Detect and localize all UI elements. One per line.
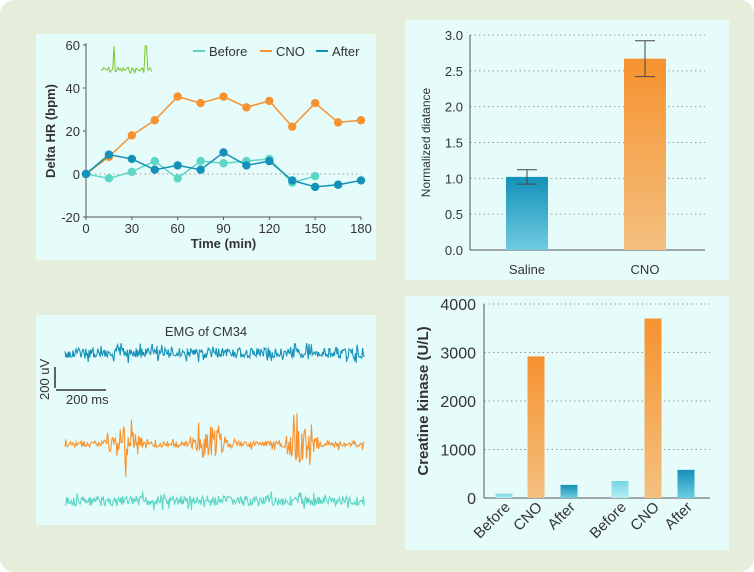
x-tick-label: 150: [304, 221, 326, 236]
y-tick-label: 20: [66, 124, 80, 139]
data-point-after: [150, 165, 159, 174]
ecg-inset-trace: [100, 45, 153, 75]
data-point-cno: [242, 103, 251, 112]
y-tick-label: 1000: [440, 443, 476, 460]
y-tick-label: 4000: [440, 297, 476, 314]
data-point-cno: [196, 98, 205, 108]
y-tick-label: 1.5: [445, 136, 463, 151]
panel-distance: [405, 20, 729, 280]
y-tick-label: 2.5: [445, 64, 463, 79]
emg-trace-after: [64, 342, 365, 364]
data-point-after: [265, 156, 274, 166]
y-tick-label: 0.5: [445, 207, 463, 222]
x-axis-label: Time (min): [191, 236, 257, 251]
data-point-cno: [265, 96, 274, 106]
data-point-after: [219, 148, 228, 157]
y-axis-label: Delta HR (bpm): [43, 84, 58, 178]
bar-before: [611, 481, 629, 498]
data-point-before: [173, 174, 182, 183]
y-axis-label: Normalized diatance: [419, 87, 433, 197]
y-tick-label: 0.0: [445, 243, 463, 258]
data-point-before: [196, 156, 205, 166]
data-point-before: [219, 159, 228, 168]
x-tick-label: 90: [216, 221, 230, 236]
data-point-after: [288, 176, 297, 185]
bar-cno: [527, 356, 545, 498]
x-tick-label: CNO: [631, 262, 660, 277]
y-tick-label: 0: [73, 167, 80, 182]
data-point-cno: [219, 92, 228, 101]
bar-before: [495, 493, 513, 498]
data-point-after: [242, 161, 251, 170]
panel-heart-rate: [36, 34, 376, 260]
panel-creatine-kinase: [405, 296, 729, 550]
bar-cno: [624, 58, 666, 251]
data-point-after: [104, 150, 114, 159]
data-point-cno: [333, 118, 343, 127]
x-tick-label: 180: [350, 221, 372, 236]
legend-label: CNO: [276, 44, 305, 59]
y-tick-label: 2.0: [445, 100, 463, 115]
data-point-after: [196, 165, 205, 174]
x-tick-label: 120: [258, 221, 280, 236]
data-point-before: [150, 156, 159, 166]
scalebar-y-label: 200 uV: [37, 358, 52, 400]
legend-label: Before: [209, 44, 247, 59]
bar-after: [560, 484, 578, 498]
data-point-after: [333, 180, 343, 189]
data-point-cno: [288, 122, 297, 131]
x-tick-label: Saline: [509, 262, 545, 277]
data-point-after: [127, 154, 137, 164]
y-tick-label: 40: [66, 81, 80, 96]
bar-saline: [506, 176, 548, 250]
data-point-before: [104, 174, 114, 183]
legend-label: After: [332, 44, 360, 59]
y-tick-label: 3.0: [445, 28, 463, 43]
y-tick-label: 3000: [440, 346, 476, 363]
y-tick-label: -20: [61, 210, 80, 225]
y-tick-label: 60: [66, 38, 80, 53]
y-tick-label: 0: [467, 491, 476, 508]
y-tick-label: 2000: [440, 394, 476, 411]
bar-after: [677, 469, 695, 498]
chart-title: EMG of CM34: [165, 324, 247, 339]
y-axis-label: Creatine kinase (U/L): [415, 326, 432, 475]
scalebar-x-label: 200 ms: [66, 392, 109, 407]
bar-cno: [644, 318, 662, 498]
x-tick-label: 60: [170, 221, 184, 236]
distance-chart: 0.0 0.5 1.0 1.5 2.0 2.5 3.0 Normalized diatance…: [419, 28, 705, 277]
data-point-cno: [356, 116, 366, 125]
data-point-after: [173, 161, 182, 170]
data-point-cno: [310, 98, 320, 108]
emg-trace-cno: [64, 413, 365, 477]
x-tick-label: 0: [82, 221, 89, 236]
data-point-before: [127, 167, 137, 177]
panel-emg: [36, 315, 376, 525]
data-point-after: [356, 176, 366, 185]
data-point-after: [310, 182, 320, 192]
x-tick-label: 30: [125, 221, 139, 236]
data-point-after: [81, 169, 91, 179]
y-tick-label: 1.0: [445, 171, 463, 186]
data-point-cno: [150, 116, 159, 125]
data-point-cno: [173, 92, 182, 101]
data-point-cno: [127, 131, 137, 140]
emg-trace-before: [64, 491, 365, 511]
data-point-before: [310, 171, 320, 181]
emg-chart: EMG of CM34 200 uV 200 ms: [37, 324, 365, 511]
